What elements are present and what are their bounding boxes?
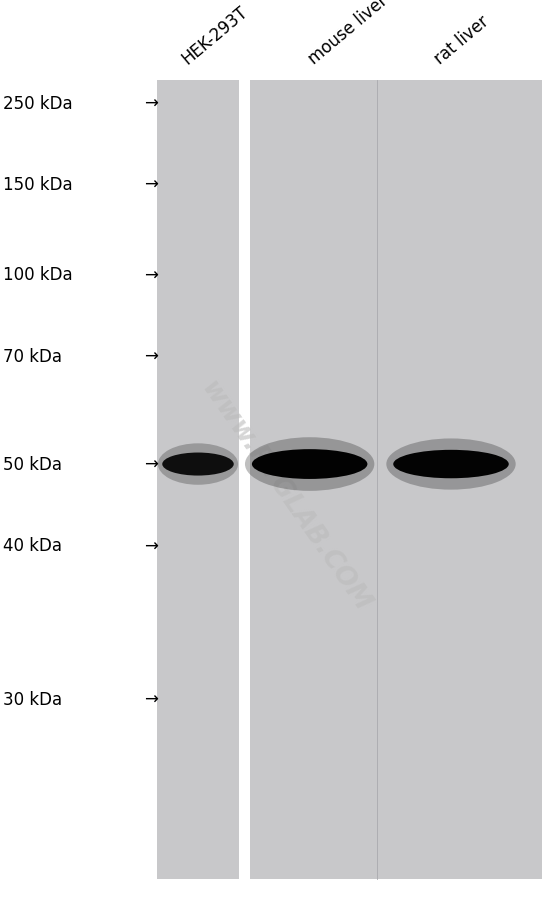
- Text: 150 kDa: 150 kDa: [3, 176, 73, 194]
- Text: mouse liver: mouse liver: [305, 0, 391, 68]
- Text: 30 kDa: 30 kDa: [3, 690, 62, 708]
- Ellipse shape: [245, 437, 375, 492]
- Text: www.PTGLAB.COM: www.PTGLAB.COM: [196, 376, 376, 616]
- Text: →: →: [144, 537, 158, 555]
- Text: →: →: [144, 266, 158, 284]
- Text: 70 kDa: 70 kDa: [3, 347, 62, 365]
- Text: 50 kDa: 50 kDa: [3, 456, 62, 474]
- Ellipse shape: [252, 450, 367, 480]
- Text: 40 kDa: 40 kDa: [3, 537, 62, 555]
- Text: rat liver: rat liver: [431, 12, 493, 68]
- Bar: [157, 81, 239, 879]
- Ellipse shape: [386, 439, 516, 490]
- Bar: [250, 81, 542, 879]
- Ellipse shape: [393, 450, 509, 479]
- Text: HEK-293T: HEK-293T: [178, 3, 251, 68]
- Text: 100 kDa: 100 kDa: [3, 266, 73, 284]
- Ellipse shape: [158, 444, 238, 485]
- Text: 250 kDa: 250 kDa: [3, 95, 73, 113]
- Text: →: →: [144, 95, 158, 113]
- Text: →: →: [144, 456, 158, 474]
- Ellipse shape: [162, 453, 234, 476]
- Text: →: →: [144, 176, 158, 194]
- Text: →: →: [144, 347, 158, 365]
- Text: →: →: [144, 690, 158, 708]
